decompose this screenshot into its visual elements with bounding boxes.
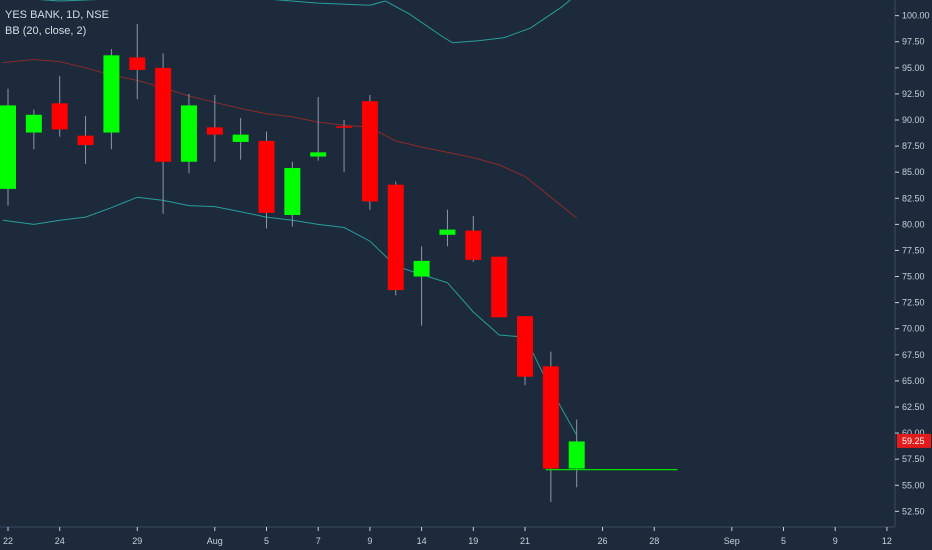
y-tick-label: 67.50 [902,350,925,360]
candle-body[interactable] [51,103,68,130]
x-tick-label: 12 [882,536,892,546]
candle-body[interactable] [336,126,353,128]
bb-basis-line [2,58,578,219]
y-tick-label: 70.00 [902,324,925,334]
y-tick-label: 80.00 [902,219,925,229]
indicator-label: BB (20, close, 2) [5,25,87,37]
y-tick-label: 90.00 [902,115,925,125]
candle-body[interactable] [542,366,559,469]
y-tick-label: 87.50 [902,141,925,151]
candle-body[interactable] [284,168,301,215]
x-tick-label: Aug [207,536,223,546]
x-tick-label: 7 [316,536,321,546]
candle-body[interactable] [387,184,404,291]
candle-body[interactable] [413,260,430,277]
candle-body[interactable] [155,67,172,162]
y-tick-label: 100.00 [902,11,930,21]
candle-body[interactable] [310,152,327,157]
y-tick-label: 52.50 [902,506,925,516]
candle-body[interactable] [103,55,120,133]
candle-body[interactable] [361,101,378,202]
y-tick-label: 85.00 [902,167,925,177]
candle-body[interactable] [491,256,508,318]
candle-body[interactable] [180,105,197,162]
candle-body[interactable] [517,316,533,377]
x-tick-label: 29 [132,536,142,546]
last-price-badge [897,433,931,448]
x-tick-label: Sep [724,536,740,546]
candle-body[interactable] [465,230,482,260]
candle-body[interactable] [77,135,94,146]
bb-upper-line [38,0,572,44]
x-tick-label: 24 [55,536,65,546]
last-price-label: 59.25 [902,436,925,446]
y-tick-label: 77.50 [902,245,925,255]
y-tick-label: 95.00 [902,63,925,73]
candle-body[interactable] [25,114,42,133]
x-tick-label: 5 [781,536,786,546]
y-tick-label: 62.50 [902,402,925,412]
candle-body[interactable] [206,127,223,135]
x-tick-label: 21 [520,536,530,546]
x-tick-label: 5 [264,536,269,546]
y-tick-label: 82.50 [902,193,925,203]
y-tick-label: 75.00 [902,272,925,282]
x-tick-label: 26 [598,536,608,546]
y-tick-label: 92.50 [902,89,925,99]
symbol-label: YES BANK, 1D, NSE [5,9,109,21]
candle-body[interactable] [439,229,456,235]
x-tick-label: 9 [367,536,372,546]
x-tick-label: 28 [649,536,659,546]
candle-body[interactable] [0,105,16,189]
y-tick-label: 97.50 [902,37,925,47]
x-tick-label: 19 [468,536,478,546]
chart-legend: YES BANK, 1D, NSE BB (20, close, 2) [5,7,109,39]
x-tick-label: 14 [417,536,427,546]
y-tick-label: 65.00 [902,376,925,386]
y-tick-label: 60.00 [902,428,925,438]
y-tick-label: 72.50 [902,298,925,308]
candle-body[interactable] [232,134,249,142]
candle-body[interactable] [568,441,585,469]
y-tick-label: 55.00 [902,480,925,490]
x-tick-label: 9 [833,536,838,546]
x-tick-label: 22 [3,536,13,546]
y-tick-label: 57.50 [902,454,925,464]
candle-body[interactable] [258,140,275,213]
candle-body[interactable] [129,57,146,70]
